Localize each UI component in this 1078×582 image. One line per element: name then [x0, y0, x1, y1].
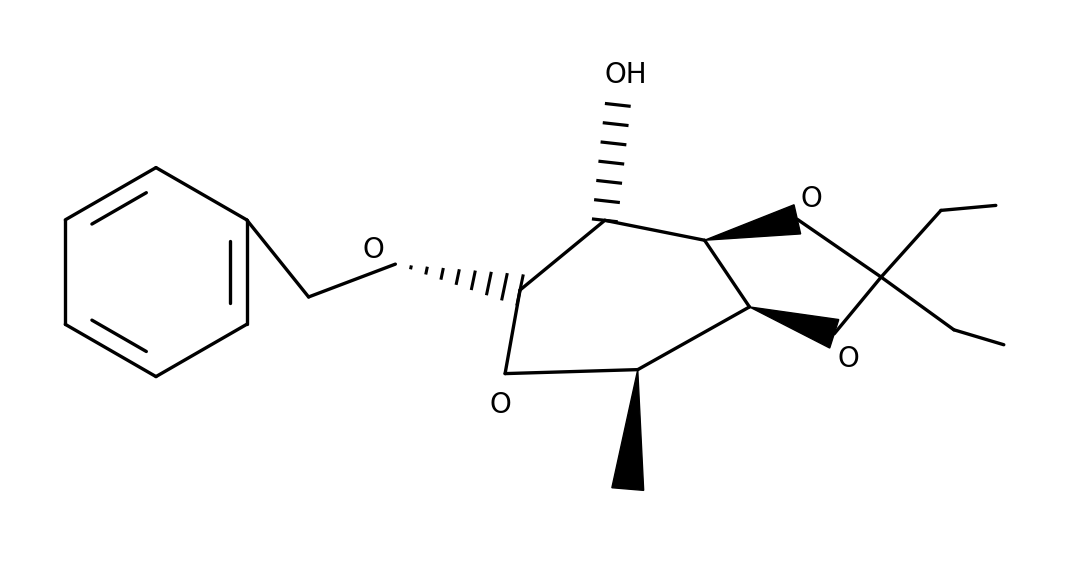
Text: O: O [362, 236, 384, 264]
Text: O: O [801, 186, 823, 214]
Text: O: O [838, 345, 859, 372]
Text: OH: OH [605, 61, 647, 89]
Polygon shape [749, 307, 839, 348]
Polygon shape [612, 370, 644, 491]
Polygon shape [705, 205, 801, 240]
Text: O: O [489, 392, 511, 420]
